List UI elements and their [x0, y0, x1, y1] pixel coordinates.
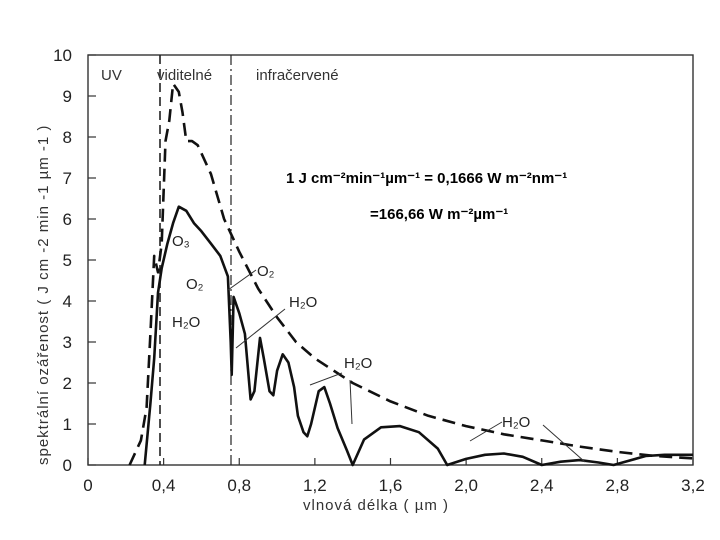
series-line-solid [143, 205, 693, 467]
x-tick-label-3: 1,2 [303, 476, 327, 495]
x-tick-label-4: 1,6 [379, 476, 403, 495]
annotation-h2o-left: H₂O [172, 314, 200, 331]
axis-ticks [87, 54, 694, 466]
x-tick-label-8: 3,2 [681, 476, 705, 495]
y-tick-label-4: 4 [63, 292, 72, 311]
leader-h2o-1 [235, 308, 286, 349]
annotation-o2-right: O₂ [257, 263, 275, 280]
x-tick-label-0: 0 [83, 476, 92, 495]
y-tick-label-7: 7 [63, 169, 72, 188]
x-tick-label-5: 2,0 [454, 476, 478, 495]
region-label-infrared: infračervené [256, 67, 339, 84]
y-tick-label-8: 8 [63, 128, 72, 147]
leader-o2-right [227, 269, 257, 291]
leader-h2o-3a [469, 421, 503, 442]
annotation-leaders [227, 269, 586, 463]
annotation-h2o-2: H₂O [344, 355, 372, 372]
conversion-line-1: 1 J cm⁻²min⁻¹µm⁻¹ = 0,1666 W m⁻²nm⁻¹ [286, 170, 567, 187]
y-tick-label-5: 5 [63, 251, 72, 270]
y-tick-label-0: 0 [63, 456, 72, 475]
series-layer [128, 82, 694, 467]
y-tick-label-9: 9 [63, 87, 72, 106]
annotation-h2o-3: H₂O [502, 414, 530, 431]
y-tick-label-6: 6 [63, 210, 72, 229]
x-tick-label-2: 0,8 [227, 476, 251, 495]
y-tick-label-3: 3 [63, 333, 72, 352]
y-tick-label-10: 10 [53, 46, 72, 65]
x-axis-title: vlnová délka ( µm ) [303, 497, 449, 514]
axis-tick-labels: 0 0,4 0,8 1,2 1,6 2,0 2,4 2,8 3,2 0 1 2 3 4 5 6 7 8 9 10 [53, 46, 705, 495]
leader-h2o-3b [542, 424, 586, 463]
y-tick-label-1: 1 [63, 415, 72, 434]
annotation-o3: O₃ [172, 233, 190, 250]
region-label-visible: viditelné [157, 67, 212, 84]
y-axis-title: spektrální ozářenost ( J cm -2 min -1 µm… [35, 125, 52, 465]
leader-h2o-2b [349, 379, 353, 425]
x-tick-label-6: 2,4 [530, 476, 554, 495]
y-tick-label-2: 2 [63, 374, 72, 393]
plot-frame [87, 54, 694, 466]
conversion-line-2: =166,66 W m⁻²µm⁻¹ [370, 206, 508, 223]
x-tick-label-7: 2,8 [606, 476, 630, 495]
annotation-h2o-1: H₂O [289, 294, 317, 311]
region-label-uv: UV [101, 67, 122, 84]
series-line-dashed [128, 82, 694, 466]
annotation-o2-left: O₂ [186, 276, 204, 293]
x-tick-label-1: 0,4 [152, 476, 176, 495]
leader-h2o-2a [309, 372, 343, 386]
